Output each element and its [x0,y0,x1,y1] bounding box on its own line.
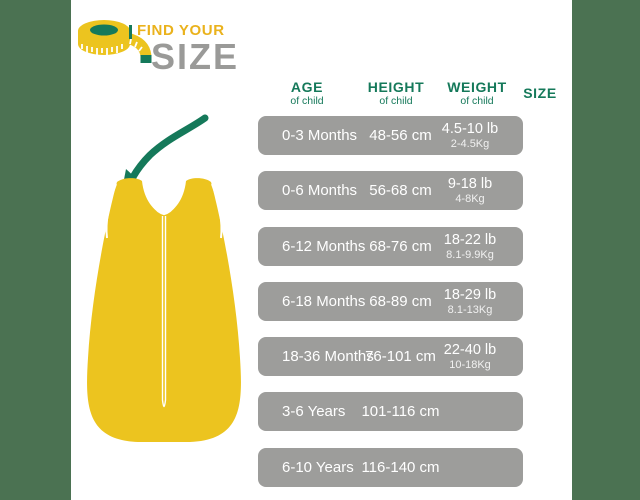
column-sublabel: of child [379,95,413,107]
age-cell: 6-12 Months [282,238,366,255]
height-cell: 116-140 cm [361,459,440,476]
left-green-band [0,0,71,500]
column-header-weight: WEIGHT of child [427,79,527,108]
age-cell: 0-6 Months [282,182,358,199]
weight-cell: 18-29 lb 8.1-13Kg [420,286,520,317]
weight-cell: 9-18 lb 4-8Kg [420,175,520,206]
column-sublabel: of child [460,95,494,107]
weight-lb: 22-40 lb [443,342,497,358]
height-cell: 68-89 cm [369,293,432,310]
age-cell: 6-10 Years [282,459,354,476]
sleeping-bag-illustration [87,178,241,442]
table-row: 18-36 Months 76-101 cm 22-40 lb 10-18Kg … [258,337,572,376]
row-bar: 18-36 Months 76-101 cm 22-40 lb 10-18Kg [258,337,523,376]
weight-kg: 10-18Kg [449,359,491,371]
age-cell: 3-6 Years [282,403,346,420]
column-label: HEIGHT [367,79,425,95]
height-cell: 48-56 cm [369,127,432,144]
table-row: 6-10 Years 116-140 cm 150 cm [258,448,572,487]
table-row: 0-3 Months 48-56 cm 4.5-10 lb 2-4.5Kg 56… [258,116,572,155]
column-header-size: SIZE [509,86,571,101]
weight-kg: 8.1-9.9Kg [446,249,494,261]
weight-lb: 18-29 lb [443,287,497,303]
age-cell: 0-3 Months [282,127,358,144]
row-bar: 6-12 Months 68-76 cm 18-22 lb 8.1-9.9Kg [258,227,523,266]
height-cell: 76-101 cm [365,348,436,365]
row-bar: 0-3 Months 48-56 cm 4.5-10 lb 2-4.5Kg [258,116,523,155]
row-bar: 3-6 Years 101-116 cm [258,392,523,431]
height-cell: 68-76 cm [369,238,432,255]
page-title: SIZE [151,36,240,77]
column-header-age: AGE of child [257,79,357,108]
table-row: 0-6 Months 56-68 cm 9-18 lb 4-8Kg 70 cm [258,171,572,210]
weight-lb: 4.5-10 lb [441,121,499,137]
product-illustration [87,114,241,442]
weight-kg: 2-4.5Kg [450,138,490,150]
weight-cell: 22-40 lb 10-18Kg [420,341,520,372]
row-bar: 6-18 Months 68-89 cm 18-29 lb 8.1-13Kg [258,282,523,321]
weight-lb: 18-22 lb [443,232,497,248]
column-header-height: HEIGHT of child [346,79,446,108]
weight-kg: 8.1-13Kg [447,304,493,316]
measuring-tape-icon [78,20,152,63]
table-row: 3-6 Years 101-116 cm 130 cm [258,392,572,431]
table-row: 6-12 Months 68-76 cm 18-22 lb 8.1-9.9Kg … [258,227,572,266]
column-label: SIZE [523,85,557,101]
weight-cell: 18-22 lb 8.1-9.9Kg [420,231,520,262]
header-separator [129,25,132,39]
column-label: AGE [290,79,324,95]
row-bar: 6-10 Years 116-140 cm [258,448,523,487]
weight-lb: 9-18 lb [447,176,493,192]
column-label: WEIGHT [447,79,507,95]
age-cell: 6-18 Months [282,293,366,310]
weight-cell: 4.5-10 lb 2-4.5Kg [420,120,520,151]
row-bar: 0-6 Months 56-68 cm 9-18 lb 4-8Kg [258,171,523,210]
right-green-band [572,0,640,500]
weight-kg: 4-8Kg [455,193,485,205]
height-cell: 56-68 cm [369,182,432,199]
header-kicker: FIND YOUR [137,22,225,39]
column-sublabel: of child [290,95,324,107]
age-cell: 18-36 Months [282,348,374,365]
height-cell: 101-116 cm [361,403,440,420]
table-row: 6-18 Months 68-89 cm 18-29 lb 8.1-13Kg 9… [258,282,572,321]
